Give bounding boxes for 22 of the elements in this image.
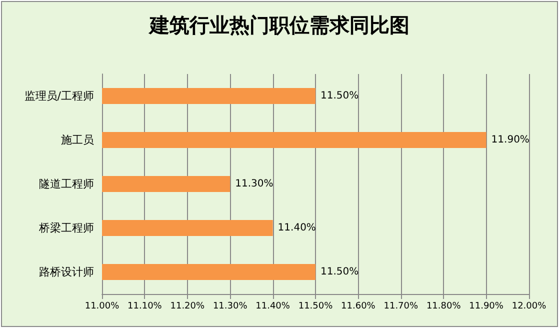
data-label: 11.50% <box>320 90 359 102</box>
x-tick-label: 11.60% <box>341 302 376 312</box>
x-tick-label: 11.10% <box>128 302 162 312</box>
y-tick-label: 监理员/工程师 <box>24 90 94 102</box>
x-tick-label: 12.00% <box>512 302 547 312</box>
y-tick-label: 桥梁工程师 <box>38 222 94 234</box>
x-tick-label: 11.90% <box>469 302 504 312</box>
data-label: 11.30% <box>235 178 274 190</box>
data-label: 11.50% <box>320 266 359 278</box>
x-tick-label: 11.40% <box>256 302 290 312</box>
y-tick-label: 施工员 <box>61 134 94 146</box>
x-tick-label: 11.70% <box>384 302 418 312</box>
x-tick-label: 11.20% <box>170 302 205 312</box>
x-tick-label: 11.30% <box>212 302 248 312</box>
x-tick-label: 11.00% <box>84 302 120 312</box>
x-tick-label: 11.50% <box>298 302 334 312</box>
data-label: 11.90% <box>491 134 530 146</box>
y-tick-label: 路桥设计师 <box>39 266 94 278</box>
chart-title: 建筑行业热门职位需求同比图 <box>148 13 410 37</box>
y-tick-label: 隧道工程师 <box>39 178 94 190</box>
data-label: 11.40% <box>278 222 316 234</box>
x-tick-label: 11.80% <box>426 302 462 312</box>
